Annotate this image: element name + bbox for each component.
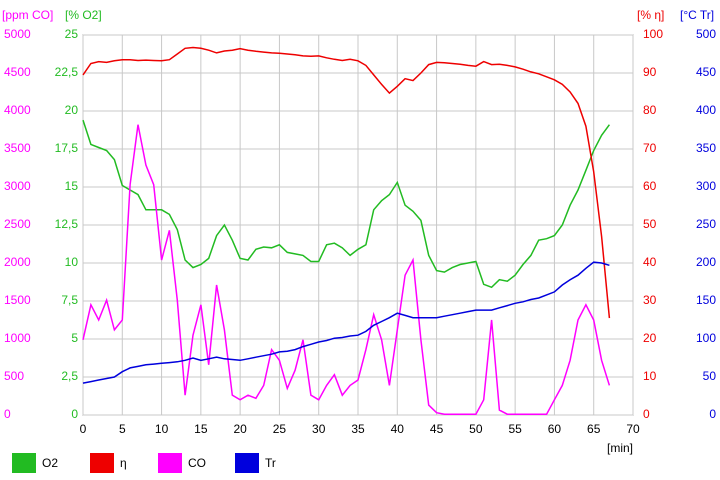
x-tick-label: 60 [548, 422, 562, 436]
y-tick-label: 17,5 [55, 141, 79, 155]
legend-label: Tr [265, 456, 276, 470]
y-tick-label: 15 [65, 179, 79, 193]
x-tick-label: 5 [119, 422, 126, 436]
y-tick-label: 5000 [4, 27, 31, 41]
y-tick-label: 0 [71, 407, 78, 421]
y-tick-label: 40 [643, 255, 657, 269]
x-tick-label: 20 [233, 422, 247, 436]
y-tick-label: 12,5 [55, 217, 79, 231]
x-tick-label: 15 [194, 422, 208, 436]
axis-title: [% O2] [65, 8, 102, 22]
legend-swatch [12, 453, 36, 473]
data-line [82, 119, 611, 289]
x-tick-label: 25 [273, 422, 287, 436]
x-tick-label: 30 [312, 422, 326, 436]
axis-title: [% η] [637, 8, 664, 22]
y-tick-label: 3000 [4, 179, 31, 193]
x-tick-label: 35 [351, 422, 365, 436]
y-tick-label: 150 [696, 293, 716, 307]
y-tick-label: 4500 [4, 65, 31, 79]
y-tick-label: 0 [4, 407, 11, 421]
legend-swatch [90, 453, 114, 473]
y-tick-label: 20 [65, 103, 79, 117]
y-tick-label: 100 [696, 331, 716, 345]
y-tick-label: 2500 [4, 217, 31, 231]
y-tick-label: 1500 [4, 293, 31, 307]
data-line [82, 124, 611, 415]
legend-label: CO [188, 456, 206, 470]
x-tick-label: 55 [508, 422, 522, 436]
y-tick-label: 50 [643, 217, 657, 231]
axis-title: [ppm CO] [2, 8, 53, 22]
y-tick-label: 350 [696, 141, 716, 155]
y-tick-label: 0 [643, 407, 650, 421]
y-tick-label: 30 [643, 293, 657, 307]
y-tick-label: 2000 [4, 255, 31, 269]
y-tick-label: 450 [696, 65, 716, 79]
legend-swatch [235, 453, 259, 473]
y-tick-label: 10 [65, 255, 79, 269]
data-line [82, 46, 611, 319]
y-tick-label: 22,5 [55, 65, 79, 79]
x-tick-label: 70 [626, 422, 640, 436]
y-tick-label: 7,5 [61, 293, 78, 307]
y-tick-label: 400 [696, 103, 716, 117]
x-tick-label: 40 [391, 422, 405, 436]
y-tick-label: 10 [643, 369, 657, 383]
y-tick-label: 70 [643, 141, 657, 155]
y-tick-label: 50 [703, 369, 717, 383]
y-tick-label: 500 [696, 27, 716, 41]
x-tick-label: 10 [155, 422, 169, 436]
axis-title: [°C Tr] [680, 8, 714, 22]
y-tick-label: 500 [4, 369, 24, 383]
y-tick-label: 3500 [4, 141, 31, 155]
y-tick-label: 2,5 [61, 369, 78, 383]
y-tick-label: 0 [709, 407, 716, 421]
y-tick-label: 300 [696, 179, 716, 193]
legend-label: η [120, 456, 127, 470]
y-tick-label: 90 [643, 65, 657, 79]
y-tick-label: 60 [643, 179, 657, 193]
x-tick-label: 50 [469, 422, 483, 436]
x-tick-label: 45 [430, 422, 444, 436]
x-tick-label: 0 [80, 422, 87, 436]
y-tick-label: 4000 [4, 103, 31, 117]
y-tick-label: 250 [696, 217, 716, 231]
y-tick-label: 5 [71, 331, 78, 345]
x-tick-label: 65 [587, 422, 601, 436]
y-tick-label: 20 [643, 331, 657, 345]
legend-label: O2 [42, 456, 58, 470]
y-tick-label: 100 [643, 27, 663, 41]
legend-swatch [158, 453, 182, 473]
data-line [82, 261, 610, 384]
y-tick-label: 80 [643, 103, 657, 117]
y-tick-label: 1000 [4, 331, 31, 345]
y-tick-label: 200 [696, 255, 716, 269]
y-tick-label: 25 [65, 27, 79, 41]
x-axis-title: [min] [607, 441, 633, 455]
